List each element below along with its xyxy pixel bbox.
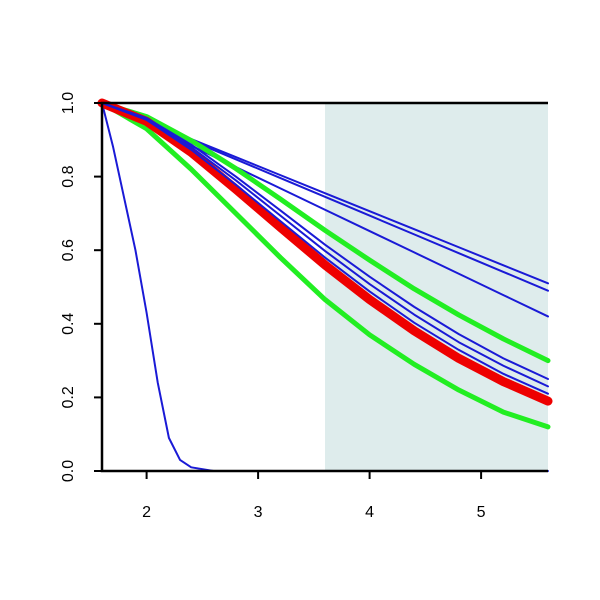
line-series [99, 100, 551, 430]
line-series [101, 102, 549, 380]
line-series [101, 102, 549, 388]
x-tick-label: 4 [365, 504, 374, 521]
y-tick-label: 1.0 [60, 92, 77, 114]
y-tick-label: 0.4 [60, 313, 77, 335]
axis-frame [100, 101, 548, 473]
line-series [101, 102, 549, 395]
y-tick-label: 0.0 [60, 460, 77, 482]
y-tick-label: 0.6 [60, 239, 77, 261]
y-tick-label: 0.8 [60, 165, 77, 187]
line-series [101, 102, 549, 472]
x-tick-label: 3 [254, 504, 263, 521]
x-tick-label: 2 [142, 504, 151, 521]
y-tick-label: 0.2 [60, 386, 77, 408]
x-tick-label: 5 [477, 504, 486, 521]
line-series [99, 100, 551, 364]
line-series [97, 98, 553, 406]
